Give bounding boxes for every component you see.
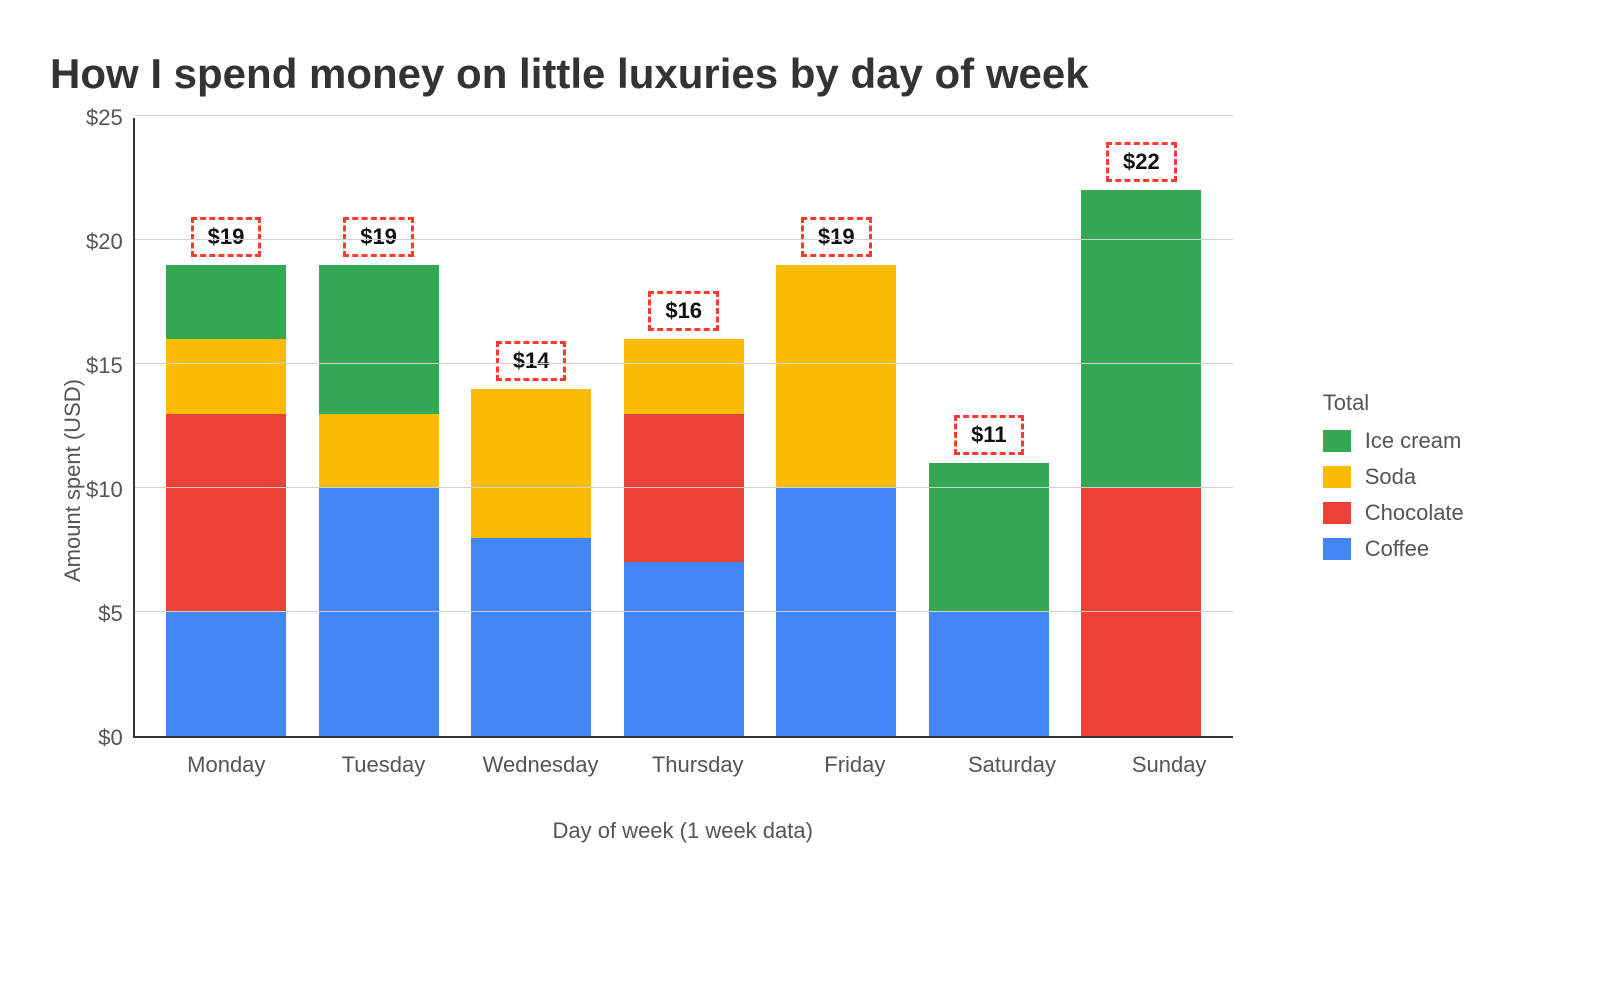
- x-axis-ticks: Monday Tuesday Wednesday Thursday Friday Satu…: [133, 738, 1263, 778]
- bar-segment-ice-cream: [166, 265, 286, 339]
- legend: Total Ice cream Soda Chocolate Coffee: [1323, 390, 1464, 572]
- bar-column: $19: [776, 265, 896, 736]
- legend-label: Ice cream: [1365, 428, 1462, 454]
- total-label: $19: [343, 217, 414, 257]
- legend-swatch: [1323, 538, 1351, 560]
- legend-item: Ice cream: [1323, 428, 1464, 454]
- x-tick-label: Tuesday: [323, 752, 443, 778]
- bar-segment-chocolate: [624, 414, 744, 563]
- total-label: $11: [954, 415, 1024, 455]
- gridline: [135, 239, 1233, 240]
- total-label: $16: [648, 291, 719, 331]
- x-tick-label: Sunday: [1109, 752, 1229, 778]
- bar-segment-coffee: [624, 562, 744, 736]
- legend-swatch: [1323, 466, 1351, 488]
- legend-label: Coffee: [1365, 536, 1429, 562]
- bar-segment-soda: [166, 339, 286, 413]
- bar-segment-coffee: [929, 612, 1049, 736]
- bar-segment-ice-cream: [319, 265, 439, 414]
- plot-row: Amount spent (USD) $25$20$15$10$5$0 $19$…: [50, 118, 1550, 844]
- bar-column: $22: [1081, 190, 1201, 736]
- bar-segment-coffee: [471, 538, 591, 736]
- gridline: [135, 611, 1233, 612]
- x-tick-label: Wednesday: [481, 752, 601, 778]
- bars-container: $19 $19 $14 $16 $19 $11 $22: [135, 118, 1233, 736]
- bar-segment-soda: [776, 265, 896, 488]
- legend-swatch: [1323, 502, 1351, 524]
- bar-segment-chocolate: [1081, 488, 1201, 736]
- bar-segment-chocolate: [166, 414, 286, 612]
- legend-item: Soda: [1323, 464, 1464, 490]
- total-label: $19: [191, 217, 262, 257]
- y-axis-title: Amount spent (USD): [50, 118, 86, 844]
- bar-column: $14: [471, 389, 591, 736]
- total-label: $19: [801, 217, 872, 257]
- x-axis-title: Day of week (1 week data): [133, 818, 1233, 844]
- bar-column: $11: [929, 463, 1049, 736]
- x-tick-label: Saturday: [952, 752, 1072, 778]
- legend-swatch: [1323, 430, 1351, 452]
- legend-title: Total: [1323, 390, 1464, 416]
- gridline: [135, 487, 1233, 488]
- legend-item: Coffee: [1323, 536, 1464, 562]
- bar-segment-ice-cream: [1081, 190, 1201, 488]
- gridline: [135, 115, 1233, 116]
- x-tick-label: Friday: [795, 752, 915, 778]
- bar-column: $16: [624, 339, 744, 736]
- chart-title: How I spend money on little luxuries by …: [50, 50, 1550, 98]
- total-label: $22: [1106, 142, 1177, 182]
- x-tick-label: Thursday: [638, 752, 758, 778]
- y-axis-ticks: $25$20$15$10$5$0: [86, 118, 133, 738]
- axis-block: $19 $19 $14 $16 $19 $11 $22 Monday Tuesday Wedne…: [133, 118, 1263, 844]
- bar-segment-ice-cream: [929, 463, 1049, 612]
- total-label: $14: [496, 341, 567, 381]
- chart-container: How I spend money on little luxuries by …: [0, 0, 1600, 987]
- bar-segment-soda: [624, 339, 744, 413]
- bar-segment-coffee: [776, 488, 896, 736]
- legend-item: Chocolate: [1323, 500, 1464, 526]
- bar-column: $19: [166, 265, 286, 736]
- bar-segment-soda: [471, 389, 591, 538]
- legend-label: Soda: [1365, 464, 1416, 490]
- gridline: [135, 363, 1233, 364]
- plot-area: $19 $19 $14 $16 $19 $11 $22: [133, 118, 1233, 738]
- legend-label: Chocolate: [1365, 500, 1464, 526]
- bar-segment-soda: [319, 414, 439, 488]
- bar-segment-coffee: [319, 488, 439, 736]
- bar-column: $19: [319, 265, 439, 736]
- x-tick-label: Monday: [166, 752, 286, 778]
- bar-segment-coffee: [166, 612, 286, 736]
